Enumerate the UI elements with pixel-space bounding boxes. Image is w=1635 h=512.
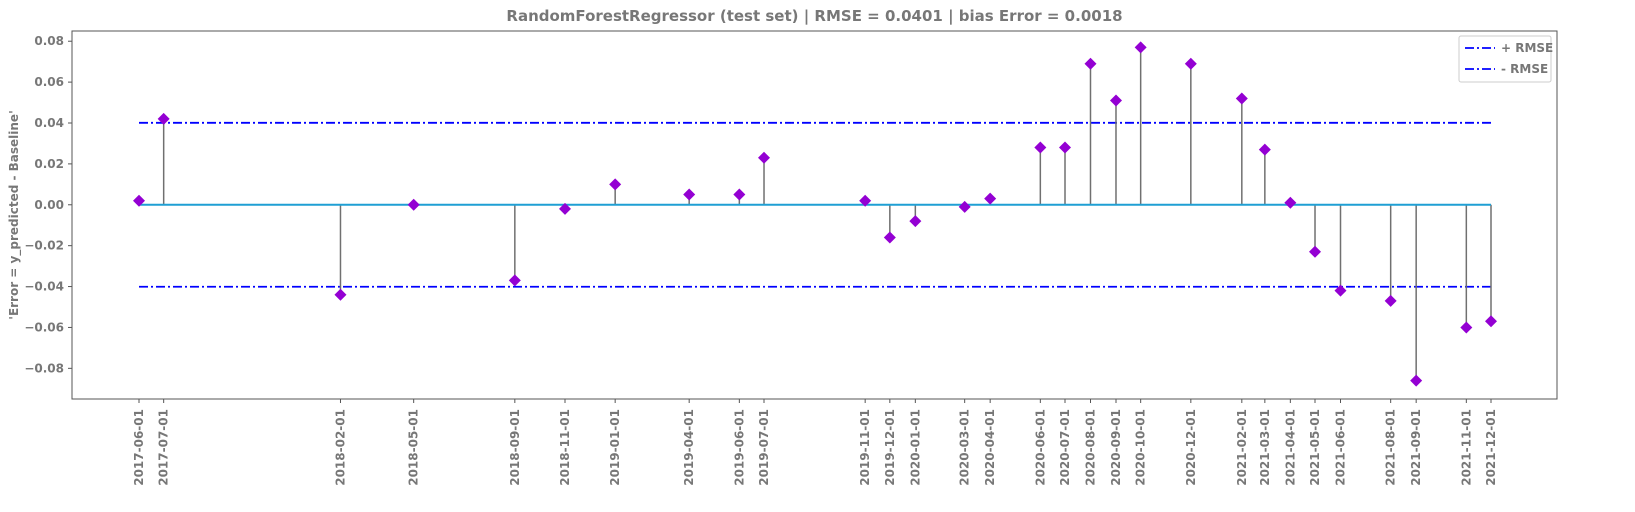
x-tick-label: 2019-01-01 xyxy=(608,409,622,486)
error-point xyxy=(1485,315,1497,328)
x-tick-label: 2017-07-01 xyxy=(157,409,171,486)
y-tick-label: 0.04 xyxy=(34,116,64,130)
chart-title: RandomForestRegressor (test set) | RMSE … xyxy=(506,7,1122,26)
error-point xyxy=(558,202,571,215)
error-point xyxy=(1258,143,1271,156)
error-point xyxy=(1384,294,1397,307)
x-tick-label: 2021-11-01 xyxy=(1459,409,1473,486)
stem-lines xyxy=(138,47,1492,381)
legend-label-plus-rmse: + RMSE xyxy=(1501,41,1553,55)
error-point xyxy=(157,112,170,125)
x-tick-label: 2021-06-01 xyxy=(1334,409,1348,486)
legend-label-minus-rmse: - RMSE xyxy=(1501,62,1548,76)
x-tick-label: 2018-11-01 xyxy=(558,409,572,486)
error-point xyxy=(683,188,696,201)
error-point xyxy=(508,274,521,287)
error-point xyxy=(1284,196,1297,209)
x-tick-label: 2021-05-01 xyxy=(1308,409,1322,486)
y-tick-label: −0.06 xyxy=(24,320,64,334)
y-tick-label: 0.02 xyxy=(34,157,64,171)
error-point xyxy=(1235,92,1248,105)
x-tick-label: 2017-06-01 xyxy=(132,409,146,486)
rmse-lines xyxy=(139,121,1491,288)
x-tick-label: 2020-10-01 xyxy=(1134,409,1148,486)
y-axis-ticks: 0.08 0.06 0.04 0.02 0.00 −0.02 −0.04 −0.06 −0.08 xyxy=(24,34,72,375)
x-tick-label: 2021-03-01 xyxy=(1258,409,1272,486)
x-tick-label: 2021-12-01 xyxy=(1484,409,1498,486)
x-tick-label: 2019-07-01 xyxy=(757,409,771,486)
x-tick-label: 2019-11-01 xyxy=(858,409,872,486)
error-point xyxy=(758,151,771,164)
error-point xyxy=(1184,57,1197,70)
error-point xyxy=(1109,94,1122,107)
x-tick-label: 2021-09-01 xyxy=(1409,409,1423,486)
x-tick-label: 2018-02-01 xyxy=(333,409,347,486)
x-tick-label: 2019-06-01 xyxy=(732,409,746,486)
x-tick-label: 2020-12-01 xyxy=(1184,409,1198,486)
x-tick-label: 2020-03-01 xyxy=(958,409,972,486)
x-tick-label: 2020-08-01 xyxy=(1083,409,1097,486)
error-point xyxy=(1410,374,1423,387)
error-point xyxy=(1134,41,1147,54)
error-point xyxy=(909,215,922,228)
error-point xyxy=(1334,284,1347,297)
x-tick-label: 2021-08-01 xyxy=(1384,409,1398,486)
y-tick-label: −0.08 xyxy=(24,361,64,375)
error-point xyxy=(859,194,872,207)
x-tick-label: 2020-01-01 xyxy=(908,409,922,486)
error-point xyxy=(733,188,746,201)
y-axis-label: 'Error = y_predicted - Baseline' xyxy=(7,110,22,319)
error-point xyxy=(883,231,896,244)
error-markers xyxy=(133,41,1497,387)
x-tick-label: 2020-04-01 xyxy=(983,409,997,486)
error-point xyxy=(334,288,347,301)
error-point xyxy=(609,178,622,191)
x-axis-ticks: 2017-06-01 2017-07-01 2018-02-01 2018-05-01… xyxy=(132,399,1498,486)
error-point xyxy=(133,194,145,207)
x-tick-label: 2019-04-01 xyxy=(682,409,696,486)
plot-frame xyxy=(71,30,1558,400)
y-tick-label: 0.00 xyxy=(34,198,64,212)
x-tick-label: 2021-04-01 xyxy=(1283,409,1297,486)
x-tick-label: 2018-09-01 xyxy=(508,409,522,486)
legend: + RMSE - RMSE xyxy=(1458,35,1553,83)
x-tick-label: 2020-06-01 xyxy=(1033,409,1047,486)
y-tick-label: −0.02 xyxy=(24,239,64,253)
x-tick-label: 2019-12-01 xyxy=(883,409,897,486)
error-point xyxy=(1309,245,1322,258)
y-tick-label: 0.08 xyxy=(34,34,64,48)
x-tick-label: 2021-02-01 xyxy=(1235,409,1249,486)
x-tick-label: 2018-05-01 xyxy=(407,409,421,486)
error-point xyxy=(1059,141,1072,154)
y-tick-label: −0.04 xyxy=(24,280,64,294)
y-tick-label: 0.06 xyxy=(34,75,64,89)
error-point xyxy=(1034,141,1047,154)
error-point xyxy=(984,192,997,205)
error-point xyxy=(1460,321,1473,334)
x-tick-label: 2020-07-01 xyxy=(1058,409,1072,486)
error-point xyxy=(958,200,971,213)
error-point xyxy=(1084,57,1097,70)
error-point xyxy=(407,198,420,211)
x-tick-label: 2020-09-01 xyxy=(1109,409,1123,486)
